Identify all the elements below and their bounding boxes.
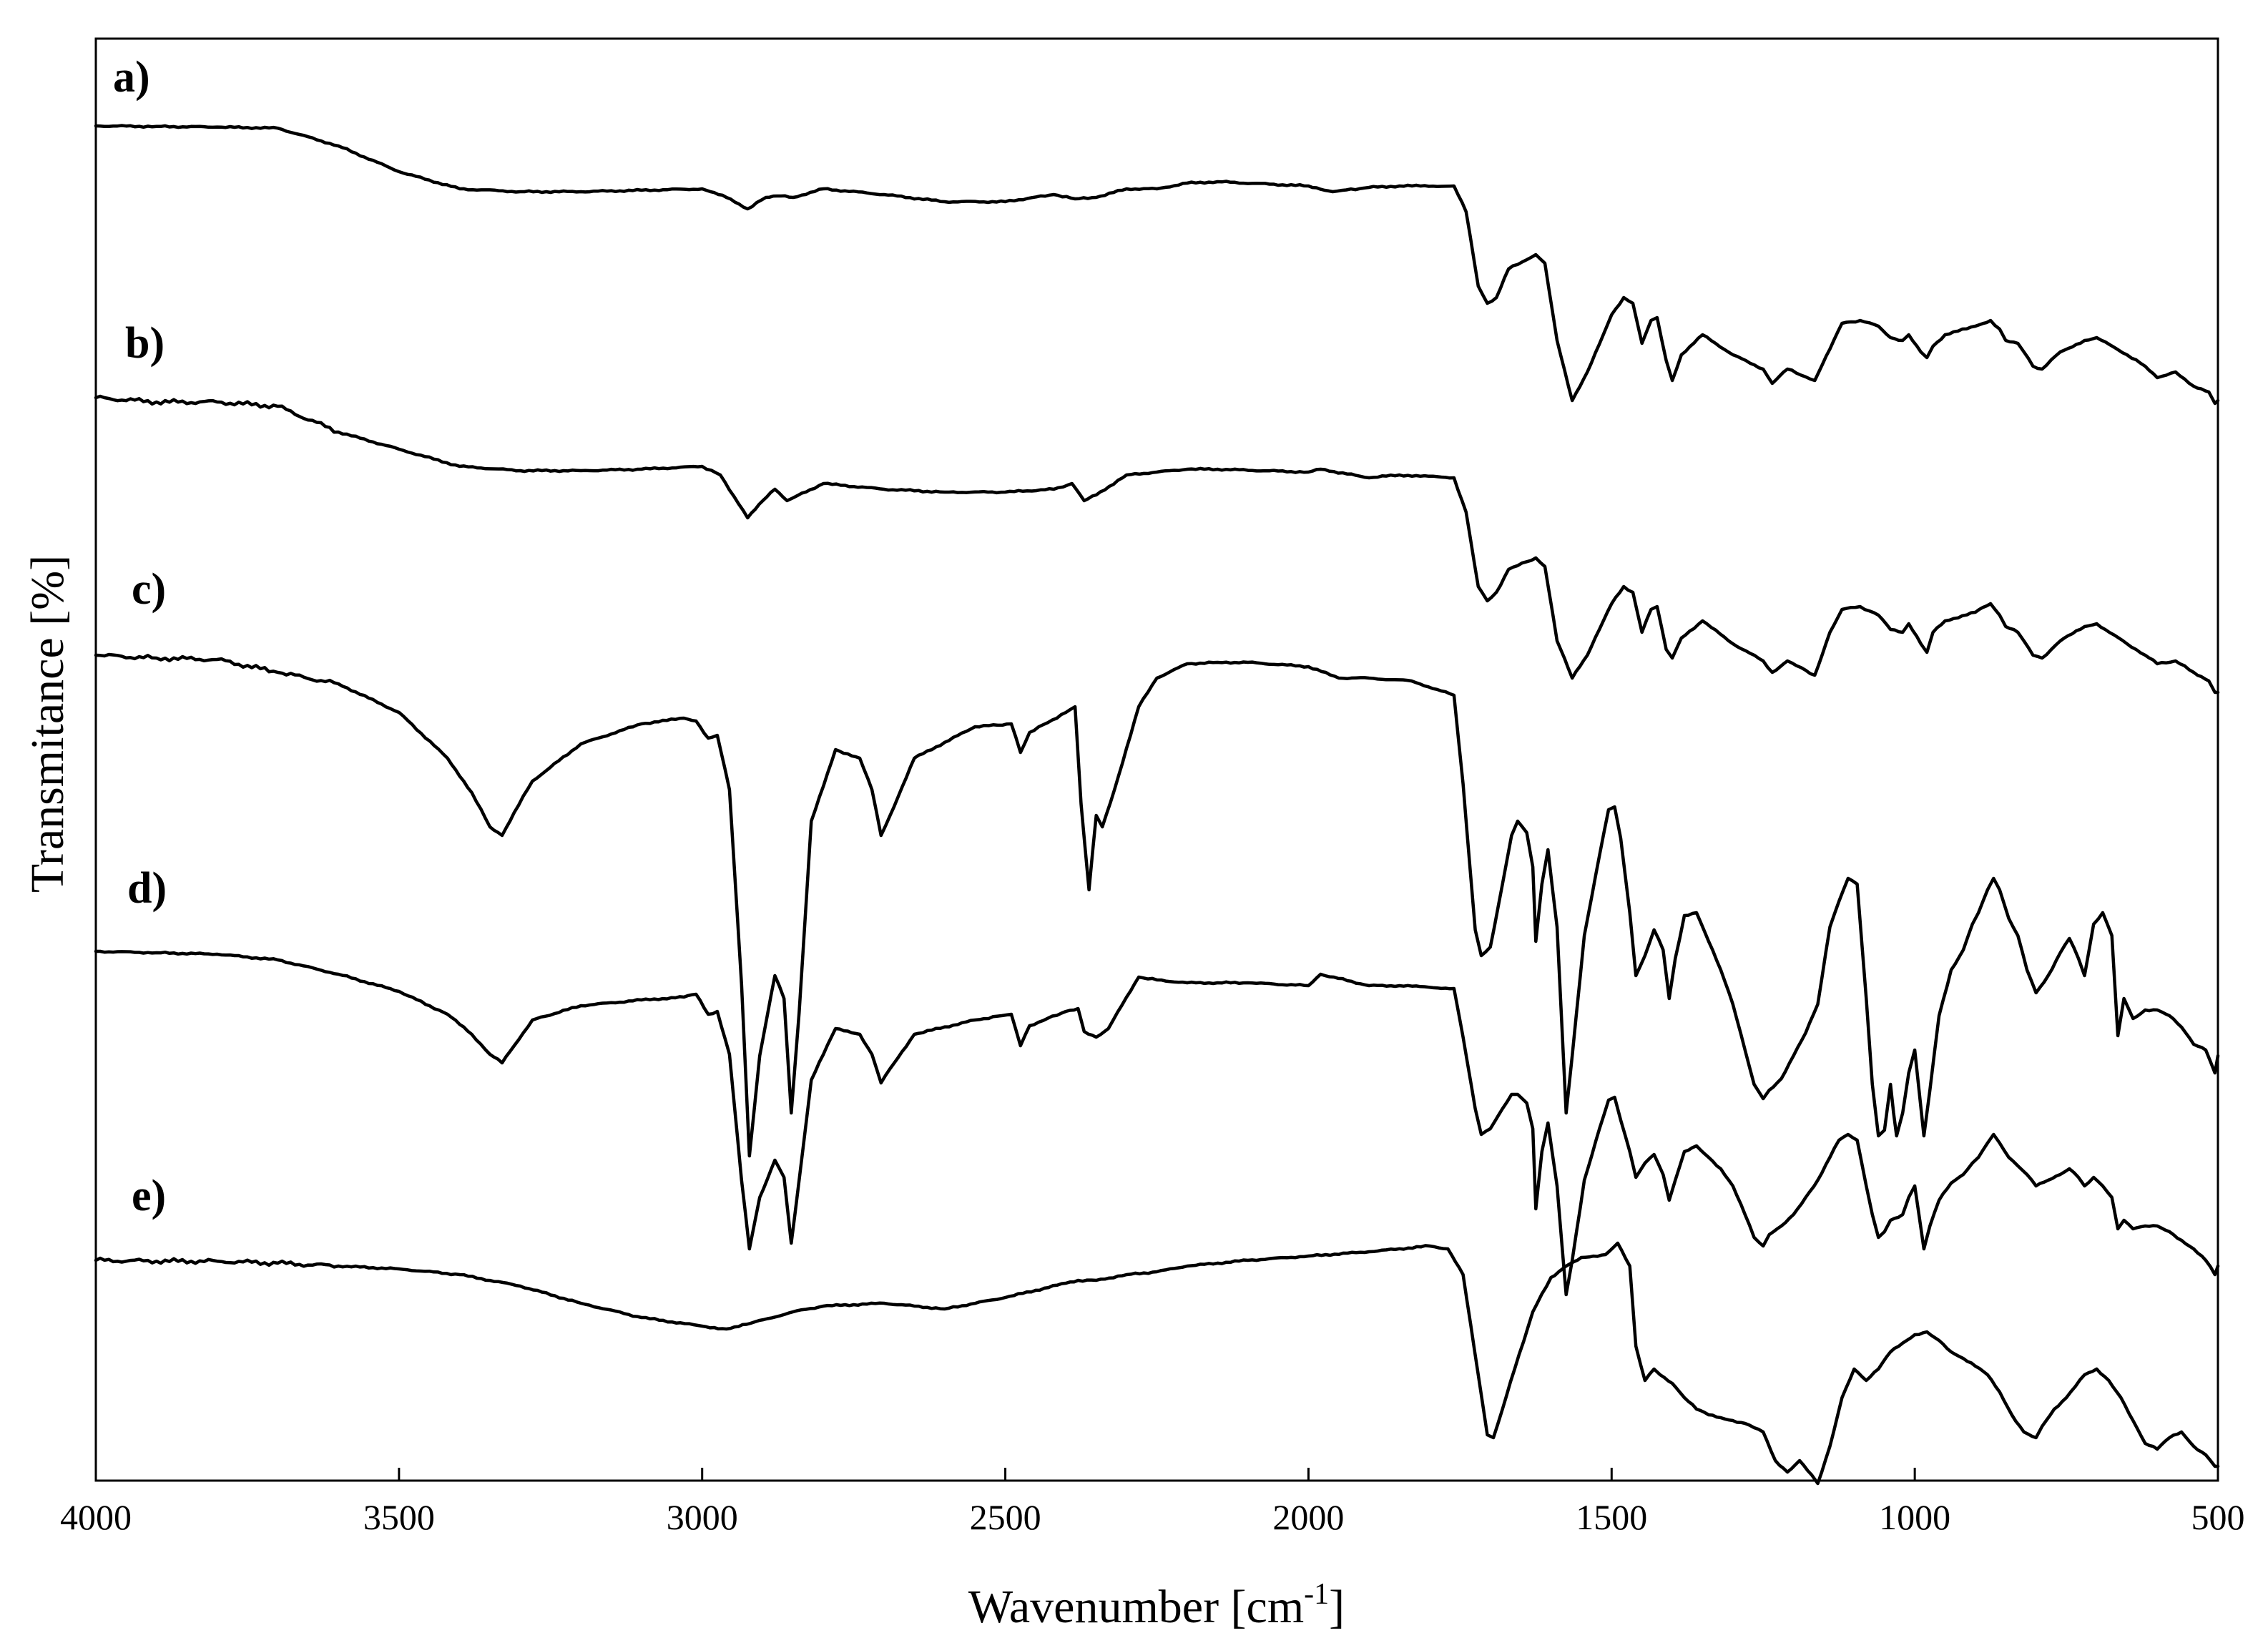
x-ticks-group: 4000 3500 3000 2500 2000 1500 1000 500 [60, 1468, 2245, 1537]
x-tick-label-500: 500 [2191, 1497, 2245, 1537]
x-axis-title: Wavenumber [cm-1] [968, 1578, 1345, 1633]
spectrum-line-1 [94, 124, 2220, 406]
x-tick-label-1500: 1500 [1576, 1497, 1647, 1537]
x-tick-label-3500: 3500 [363, 1497, 435, 1537]
series-label-5: e) [132, 1172, 166, 1220]
series-label-4: d) [127, 864, 167, 913]
x-axis-title-end: ] [1329, 1581, 1345, 1633]
spectrum-line-5 [94, 1241, 2220, 1486]
x-tick-label-3000: 3000 [667, 1497, 738, 1537]
x-tick-label-2500: 2500 [970, 1497, 1041, 1537]
x-tick-label-2000: 2000 [1272, 1497, 1344, 1537]
series-label-1: a) [113, 53, 150, 102]
spectrum-line-2 [94, 394, 2220, 695]
spectrum-line-4 [94, 949, 2220, 1297]
plot-frame [94, 37, 2219, 1482]
y-axis-title: Transmitance [%] [21, 555, 74, 893]
x-axis-title-main: Wavenumber [cm [968, 1581, 1304, 1633]
series-label-2: b) [125, 319, 165, 368]
spectrum-line-3 [94, 652, 2220, 1158]
x-tick-label-4000: 4000 [60, 1497, 132, 1537]
x-tick-label-1000: 1000 [1879, 1497, 1950, 1537]
x-axis-title-sup: -1 [1304, 1578, 1329, 1611]
series-label-3: c) [132, 565, 166, 614]
spectra-group [94, 124, 2220, 1486]
series-labels-group: a) b) c) d) e) [113, 53, 167, 1220]
